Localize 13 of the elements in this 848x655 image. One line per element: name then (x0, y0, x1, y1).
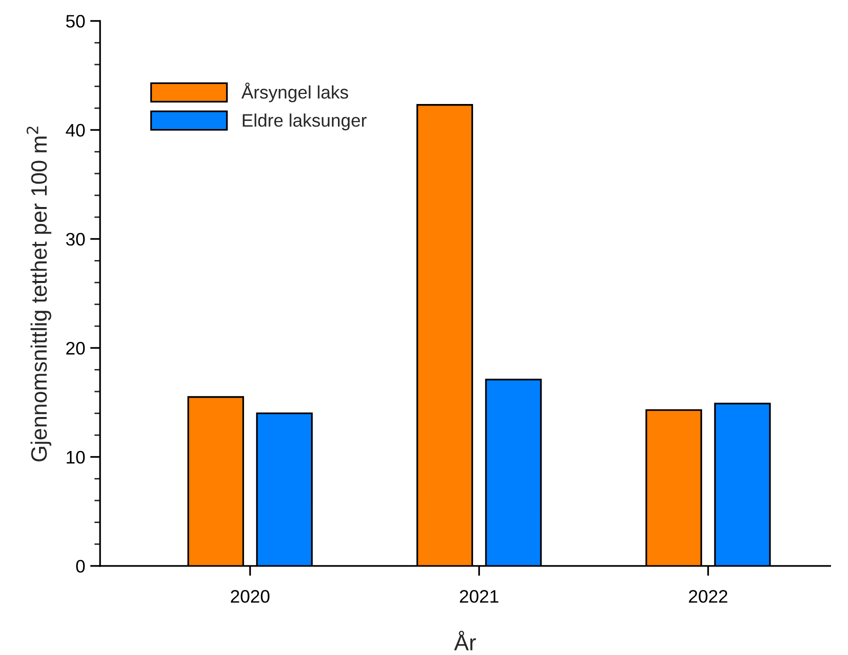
x-tick-label: 2021 (460, 590, 498, 603)
x-axis-title: År (454, 630, 476, 650)
y-tick-label: 10 (66, 450, 85, 464)
x-tick-label: 2020 (230, 590, 270, 603)
x-tick-label: 2022 (688, 590, 728, 603)
legend-label: Årsyngel laks (241, 82, 348, 102)
y-axis-title: Gjennomsnittlig tetthet per 100 m$^{2}$ (26, 126, 52, 462)
legend-label: Eldre laksunger (242, 114, 367, 130)
y-tick-label: 40 (66, 124, 85, 137)
y-tick-label: 30 (66, 232, 85, 246)
y-tick-label: 20 (66, 342, 85, 355)
y-tick-label: 0 (76, 560, 85, 573)
y-tick-label: 50 (66, 14, 85, 28)
